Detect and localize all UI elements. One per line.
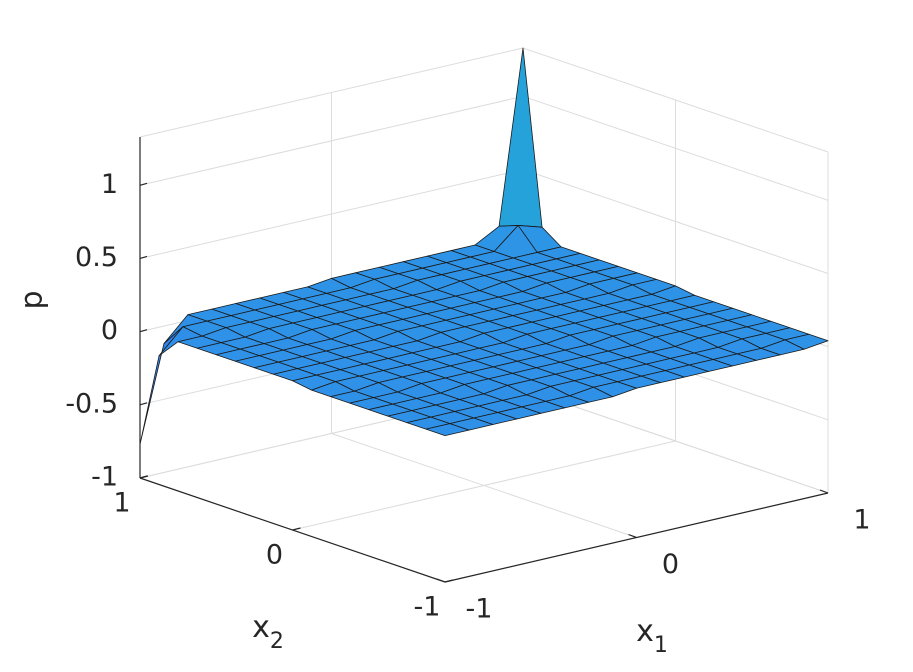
z-tick-label: 1 [101,169,118,200]
surface-face [139,326,184,445]
z-tick-label: 0.5 [75,242,118,273]
x1-label-subscript: 1 [654,633,668,658]
tick-mark [139,329,148,333]
tick-mark [139,402,148,406]
tick-mark [139,182,148,186]
z-tick-label: 0 [101,315,118,346]
x1-tick-label: -1 [466,594,493,625]
tick-mark [628,533,637,539]
grid-line [292,440,676,531]
tick-mark [819,489,829,494]
x1-tick-label: 1 [853,505,870,536]
surface-face [498,47,543,228]
x2-label-text: x [252,610,270,645]
z-tick-label: -1 [91,462,118,493]
surface-face [425,423,470,437]
x2-label: x2 [252,610,284,655]
x2-tick-label: 1 [113,488,130,519]
tick-mark [436,578,446,583]
x2-tick-label: 0 [266,540,283,571]
x1-label-text: x [636,614,654,649]
x1-label: x1 [636,614,668,659]
tick-mark [444,579,454,583]
tick-mark [139,475,149,479]
x2-label-subscript: 2 [270,629,284,654]
surface [139,47,829,445]
box-edge [139,47,829,153]
z-tick-label: -0.5 [65,388,118,419]
x1-tick-label: 0 [662,549,679,580]
tick-mark [139,255,148,260]
z-label: p [15,290,50,309]
x2-tick-label: -1 [414,592,441,623]
tick-mark [292,527,301,531]
